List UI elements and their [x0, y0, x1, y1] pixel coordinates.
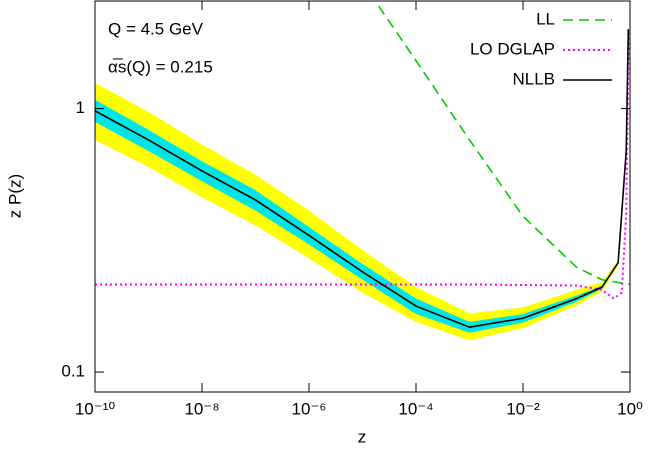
x-tick-label: 10⁰	[617, 399, 643, 418]
y-tick-label: 0.1	[61, 362, 85, 381]
annotation: Q = 4.5 GeV	[108, 19, 204, 38]
legend-label: LO DGLAP	[470, 39, 555, 58]
plot-frame	[94, 0, 631, 393]
x-tick-label: 10⁻²	[506, 399, 540, 418]
x-tick-label: 10⁻⁶	[292, 399, 327, 418]
y-axis-title: z P(z)	[5, 174, 24, 218]
x-tick-label: 10⁻⁸	[184, 399, 219, 418]
x-tick-label: 10⁻¹⁰	[75, 399, 116, 418]
y-tick-label: 1	[76, 98, 85, 117]
plot-area	[95, 5, 630, 341]
legend-label: LL	[536, 9, 555, 28]
x-tick-label: 10⁻⁴	[398, 399, 433, 418]
legend-label: NLLB	[512, 69, 555, 88]
line	[95, 29, 630, 329]
line	[377, 5, 630, 286]
x-axis-title: z	[358, 427, 367, 446]
annotation: α̅s(Q) = 0.215	[108, 57, 213, 76]
